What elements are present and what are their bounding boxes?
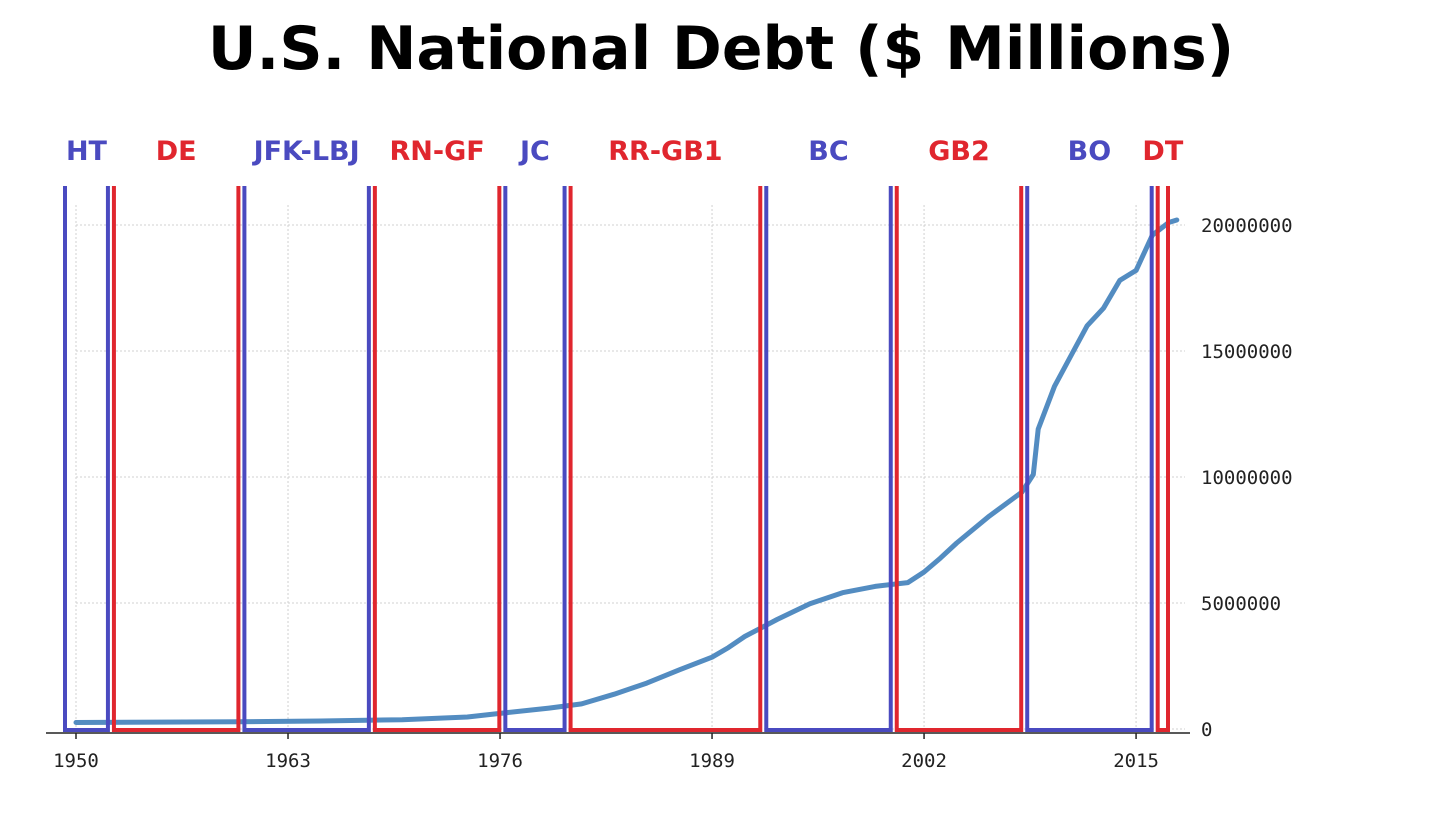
x-tick-label: 2015 (1113, 750, 1159, 772)
era-label-rn-gf: RN-GF (390, 136, 485, 167)
era-label-bc: BC (808, 136, 848, 167)
x-tick-label: 1950 (53, 750, 99, 772)
debt-series-line (73, 217, 1180, 725)
era-label-bo: BO (1068, 136, 1112, 167)
era-bracket-dt (1155, 186, 1170, 732)
era-label-de: DE (156, 136, 197, 167)
era-bracket-ht (63, 186, 110, 732)
era-label-ht: HT (66, 136, 108, 167)
era-bracket-jfk-lbj (242, 186, 371, 732)
era-bracket-rr-gb1 (568, 186, 763, 732)
y-tick-label: 10000000 (1201, 467, 1293, 489)
y-tick-label: 15000000 (1201, 341, 1293, 363)
x-tick-label: 2002 (901, 750, 947, 772)
y-tick-label: 0 (1201, 719, 1212, 741)
x-tick-label: 1989 (689, 750, 735, 772)
era-label-jfk-lbj: JFK-LBJ (252, 136, 360, 167)
era-bracket-jc (503, 186, 567, 732)
y-tick-label: 20000000 (1201, 215, 1293, 237)
era-label-rr-gb1: RR-GB1 (608, 136, 722, 167)
y-tick-label: 5000000 (1201, 593, 1281, 615)
era-label-gb2: GB2 (928, 136, 990, 167)
era-bracket-rn-gf (372, 186, 502, 732)
era-bracket-bc (764, 186, 893, 732)
chart-title: U.S. National Debt ($ Millions) (207, 14, 1235, 84)
era-bracket-de (111, 186, 241, 732)
era-label-jc: JC (518, 136, 550, 167)
era-bracket-gb2 (894, 186, 1024, 732)
x-tick-label: 1963 (265, 750, 311, 772)
era-label-dt: DT (1142, 136, 1183, 167)
era-bracket-bo (1025, 186, 1154, 732)
x-tick-label: 1976 (477, 750, 523, 772)
